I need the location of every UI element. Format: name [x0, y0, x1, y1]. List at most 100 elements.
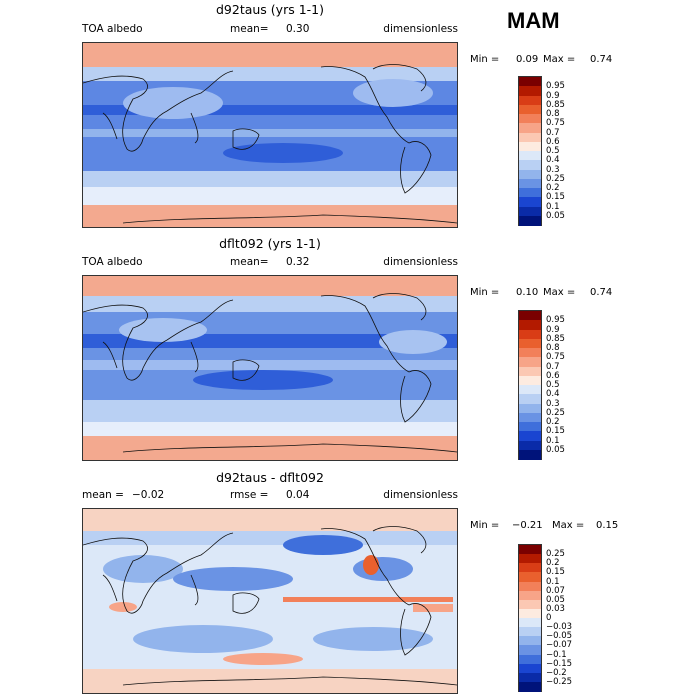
colorbar-tick-label: 0.95 [546, 81, 565, 92]
panel-3-rmse-value: 0.04 [286, 489, 310, 501]
colorbar-tick-label: 0.4 [546, 155, 560, 166]
colorbar-swatch [519, 95, 541, 106]
colorbar-swatch [519, 114, 541, 124]
colorbar-tick-label: 0.85 [546, 99, 565, 110]
colorbar-swatch [519, 160, 541, 171]
colorbar-swatch [519, 618, 541, 628]
colorbar-tick-label: 0.75 [546, 118, 565, 129]
panel-3-colorbar [518, 544, 542, 692]
colorbar-tick-label: 0.3 [546, 164, 560, 175]
colorbar-swatch [519, 394, 541, 405]
colorbar-tick-label: 0.8 [546, 109, 560, 119]
panel-1-units: dimensionless [383, 23, 458, 35]
colorbar-tick-label: 0.1 [546, 201, 560, 212]
panel-3-map [82, 508, 458, 694]
colorbar-tick-label: 0 [546, 613, 552, 623]
colorbar-swatch [519, 357, 541, 368]
panel-3-min-label: Min = [470, 520, 500, 531]
colorbar-swatch [519, 348, 541, 358]
colorbar-swatch [519, 422, 541, 432]
colorbar-swatch [519, 431, 541, 442]
colorbar-tick-label: 0.9 [546, 324, 560, 335]
colorbar-tick-label: 0.25 [546, 549, 565, 560]
colorbar-swatch [519, 141, 541, 152]
colorbar-tick-label: 0.9 [546, 90, 560, 101]
colorbar-tick-label: 0.05 [546, 210, 565, 221]
colorbar-swatch [519, 681, 541, 692]
panel-2-min-label: Min = [470, 287, 500, 298]
colorbar-tick-label: 0.85 [546, 333, 565, 344]
panel-2-map [82, 275, 458, 461]
colorbar-swatch [519, 672, 541, 683]
colorbar-tick-label: 0.05 [546, 594, 565, 605]
panel-1-colorbar [518, 76, 542, 226]
colorbar-swatch [519, 151, 541, 161]
colorbar-swatch [519, 86, 541, 97]
panel-3-mean-label: mean = [82, 489, 124, 501]
colorbar-swatch [519, 581, 541, 592]
panel-3-title: d92taus - dflt092 [216, 470, 324, 485]
colorbar-tick-label: 0.15 [546, 426, 565, 437]
colorbar-swatch [519, 178, 541, 189]
colorbar-tick-label: 0.3 [546, 398, 560, 409]
colorbar-swatch [519, 77, 541, 87]
panel-1-title: d92taus (yrs 1-1) [215, 2, 324, 17]
colorbar-swatch [519, 366, 541, 377]
colorbar-swatch [519, 169, 541, 180]
colorbar-tick-label: 0.7 [546, 361, 560, 372]
panel-1-max-label: Max = [543, 54, 576, 65]
panel-1-mean-label: mean= [230, 23, 269, 35]
colorbar-tick-label: 0.2 [546, 558, 560, 569]
colorbar-swatch [519, 645, 541, 656]
colorbar-tick-label: −0.1 [546, 649, 567, 660]
panel-2-max-label: Max = [543, 287, 576, 298]
colorbar-swatch [519, 329, 541, 340]
colorbar-tick-label: 0.2 [546, 183, 560, 193]
colorbar-swatch [519, 449, 541, 460]
colorbar-tick-label: −0.03 [546, 622, 573, 633]
colorbar-swatch [519, 554, 541, 565]
colorbar-swatch [519, 627, 541, 638]
colorbar-tick-label: 0.2 [546, 417, 560, 427]
colorbar-swatch [519, 608, 541, 619]
colorbar-swatch [519, 188, 541, 198]
colorbar-tick-label: 0.6 [546, 370, 560, 381]
colorbar-tick-label: 0.1 [546, 576, 560, 587]
colorbar-tick-label: 0.8 [546, 343, 560, 353]
colorbar-tick-label: 0.25 [546, 407, 565, 418]
colorbar-tick-label: 0.7 [546, 127, 560, 138]
colorbar-swatch [519, 338, 541, 349]
colorbar-swatch [519, 403, 541, 414]
colorbar-tick-label: 0.95 [546, 315, 565, 326]
panel-1-mean-value: 0.30 [286, 23, 310, 35]
colorbar-tick-label: 0.15 [546, 192, 565, 203]
colorbar-swatch [519, 590, 541, 601]
colorbar-tick-label: 0.05 [546, 444, 565, 455]
colorbar-tick-label: 0.03 [546, 603, 565, 614]
panel-1-min-label: Min = [470, 54, 500, 65]
panel-2-min-value: 0.10 [516, 287, 539, 298]
colorbar-tick-label: −0.25 [546, 676, 573, 687]
colorbar-swatch [519, 663, 541, 674]
panel-2-mean-label: mean= [230, 256, 269, 268]
colorbar-swatch [519, 197, 541, 208]
colorbar-swatch [519, 636, 541, 647]
colorbar-swatch [519, 412, 541, 423]
colorbar-tick-label: −0.05 [546, 631, 573, 642]
colorbar-tick-label: 0.5 [546, 146, 560, 156]
colorbar-swatch [519, 311, 541, 321]
colorbar-swatch [519, 375, 541, 386]
colorbar-tick-label: −0.15 [546, 658, 573, 669]
panel-1-map [82, 42, 458, 228]
panel-2-colorbar [518, 310, 542, 460]
panel-1-variable-label: TOA albedo [82, 23, 143, 35]
colorbar-tick-label: 0.4 [546, 389, 560, 400]
season-label: MAM [507, 8, 560, 33]
colorbar-swatch [519, 599, 541, 610]
panel-2-mean-value: 0.32 [286, 256, 310, 268]
panel-3-rmse-label: rmse = [230, 489, 269, 501]
colorbar-swatch [519, 440, 541, 451]
colorbar-tick-label: −0.2 [546, 667, 567, 678]
colorbar-tick-label: 0.1 [546, 435, 560, 446]
panel-2-max-value: 0.74 [590, 287, 613, 298]
